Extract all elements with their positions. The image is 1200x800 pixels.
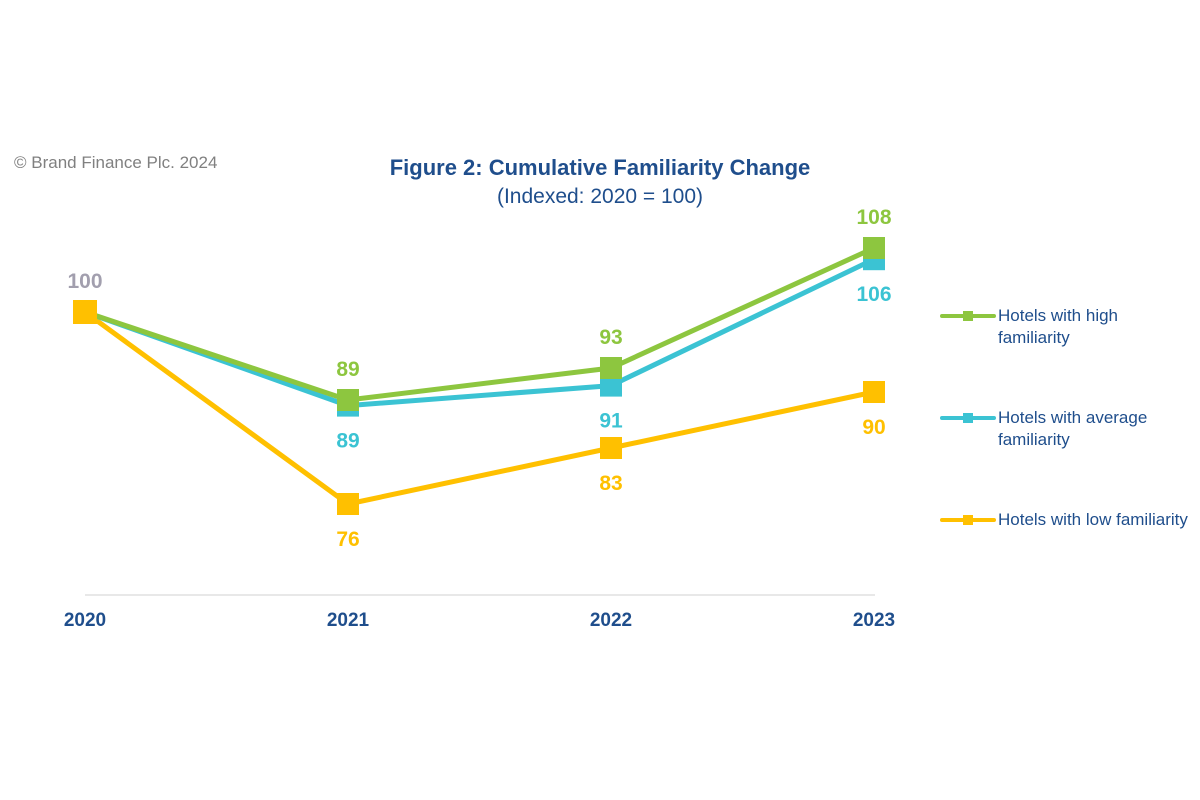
x-tick-label-2021: 2021	[327, 610, 370, 631]
legend-swatch-low-icon	[940, 515, 996, 525]
data-label: 76	[336, 528, 359, 551]
series-line-2	[83, 309, 875, 507]
legend-label: Hotels with high familiarity	[998, 306, 1119, 347]
chart-subtitle: (Indexed: 2020 = 100)	[496, 185, 704, 208]
start-point-marker	[73, 300, 97, 324]
data-point-marker	[600, 357, 622, 379]
data-point-marker	[600, 374, 622, 397]
x-tick-label-2023: 2023	[853, 610, 895, 631]
chart-title: Figure 2: Cumulative Familiarity Change	[389, 155, 811, 180]
data-label: 93	[599, 326, 622, 349]
series-line-1	[84, 256, 876, 409]
data-label: 83	[599, 472, 622, 495]
chart-legend: Hotels with high familiarity Hotels with…	[940, 0, 1200, 800]
data-point-marker	[337, 389, 359, 411]
data-label: 108	[856, 206, 891, 229]
data-label: 89	[336, 358, 359, 381]
data-label: 89	[336, 430, 359, 453]
data-point-marker	[337, 493, 359, 515]
data-label: 90	[862, 416, 885, 439]
x-tick-label-2020: 2020	[64, 610, 106, 631]
legend-swatch-high-icon	[940, 311, 996, 321]
legend-label: Hotels with low familiarity	[998, 510, 1188, 529]
data-point-marker	[863, 237, 885, 259]
data-point-marker	[600, 437, 622, 459]
x-tick-label-2022: 2022	[590, 610, 632, 631]
legend-swatch-average-icon	[940, 413, 996, 423]
copyright-text: © Brand Finance Plc. 2024	[14, 153, 218, 172]
series-line-0	[84, 245, 876, 403]
legend-label: Hotels with average familiarity	[998, 408, 1148, 449]
data-label: 106	[856, 283, 891, 306]
data-label: 91	[599, 410, 623, 433]
data-label-start: 100	[67, 270, 102, 293]
data-point-marker	[863, 381, 885, 403]
